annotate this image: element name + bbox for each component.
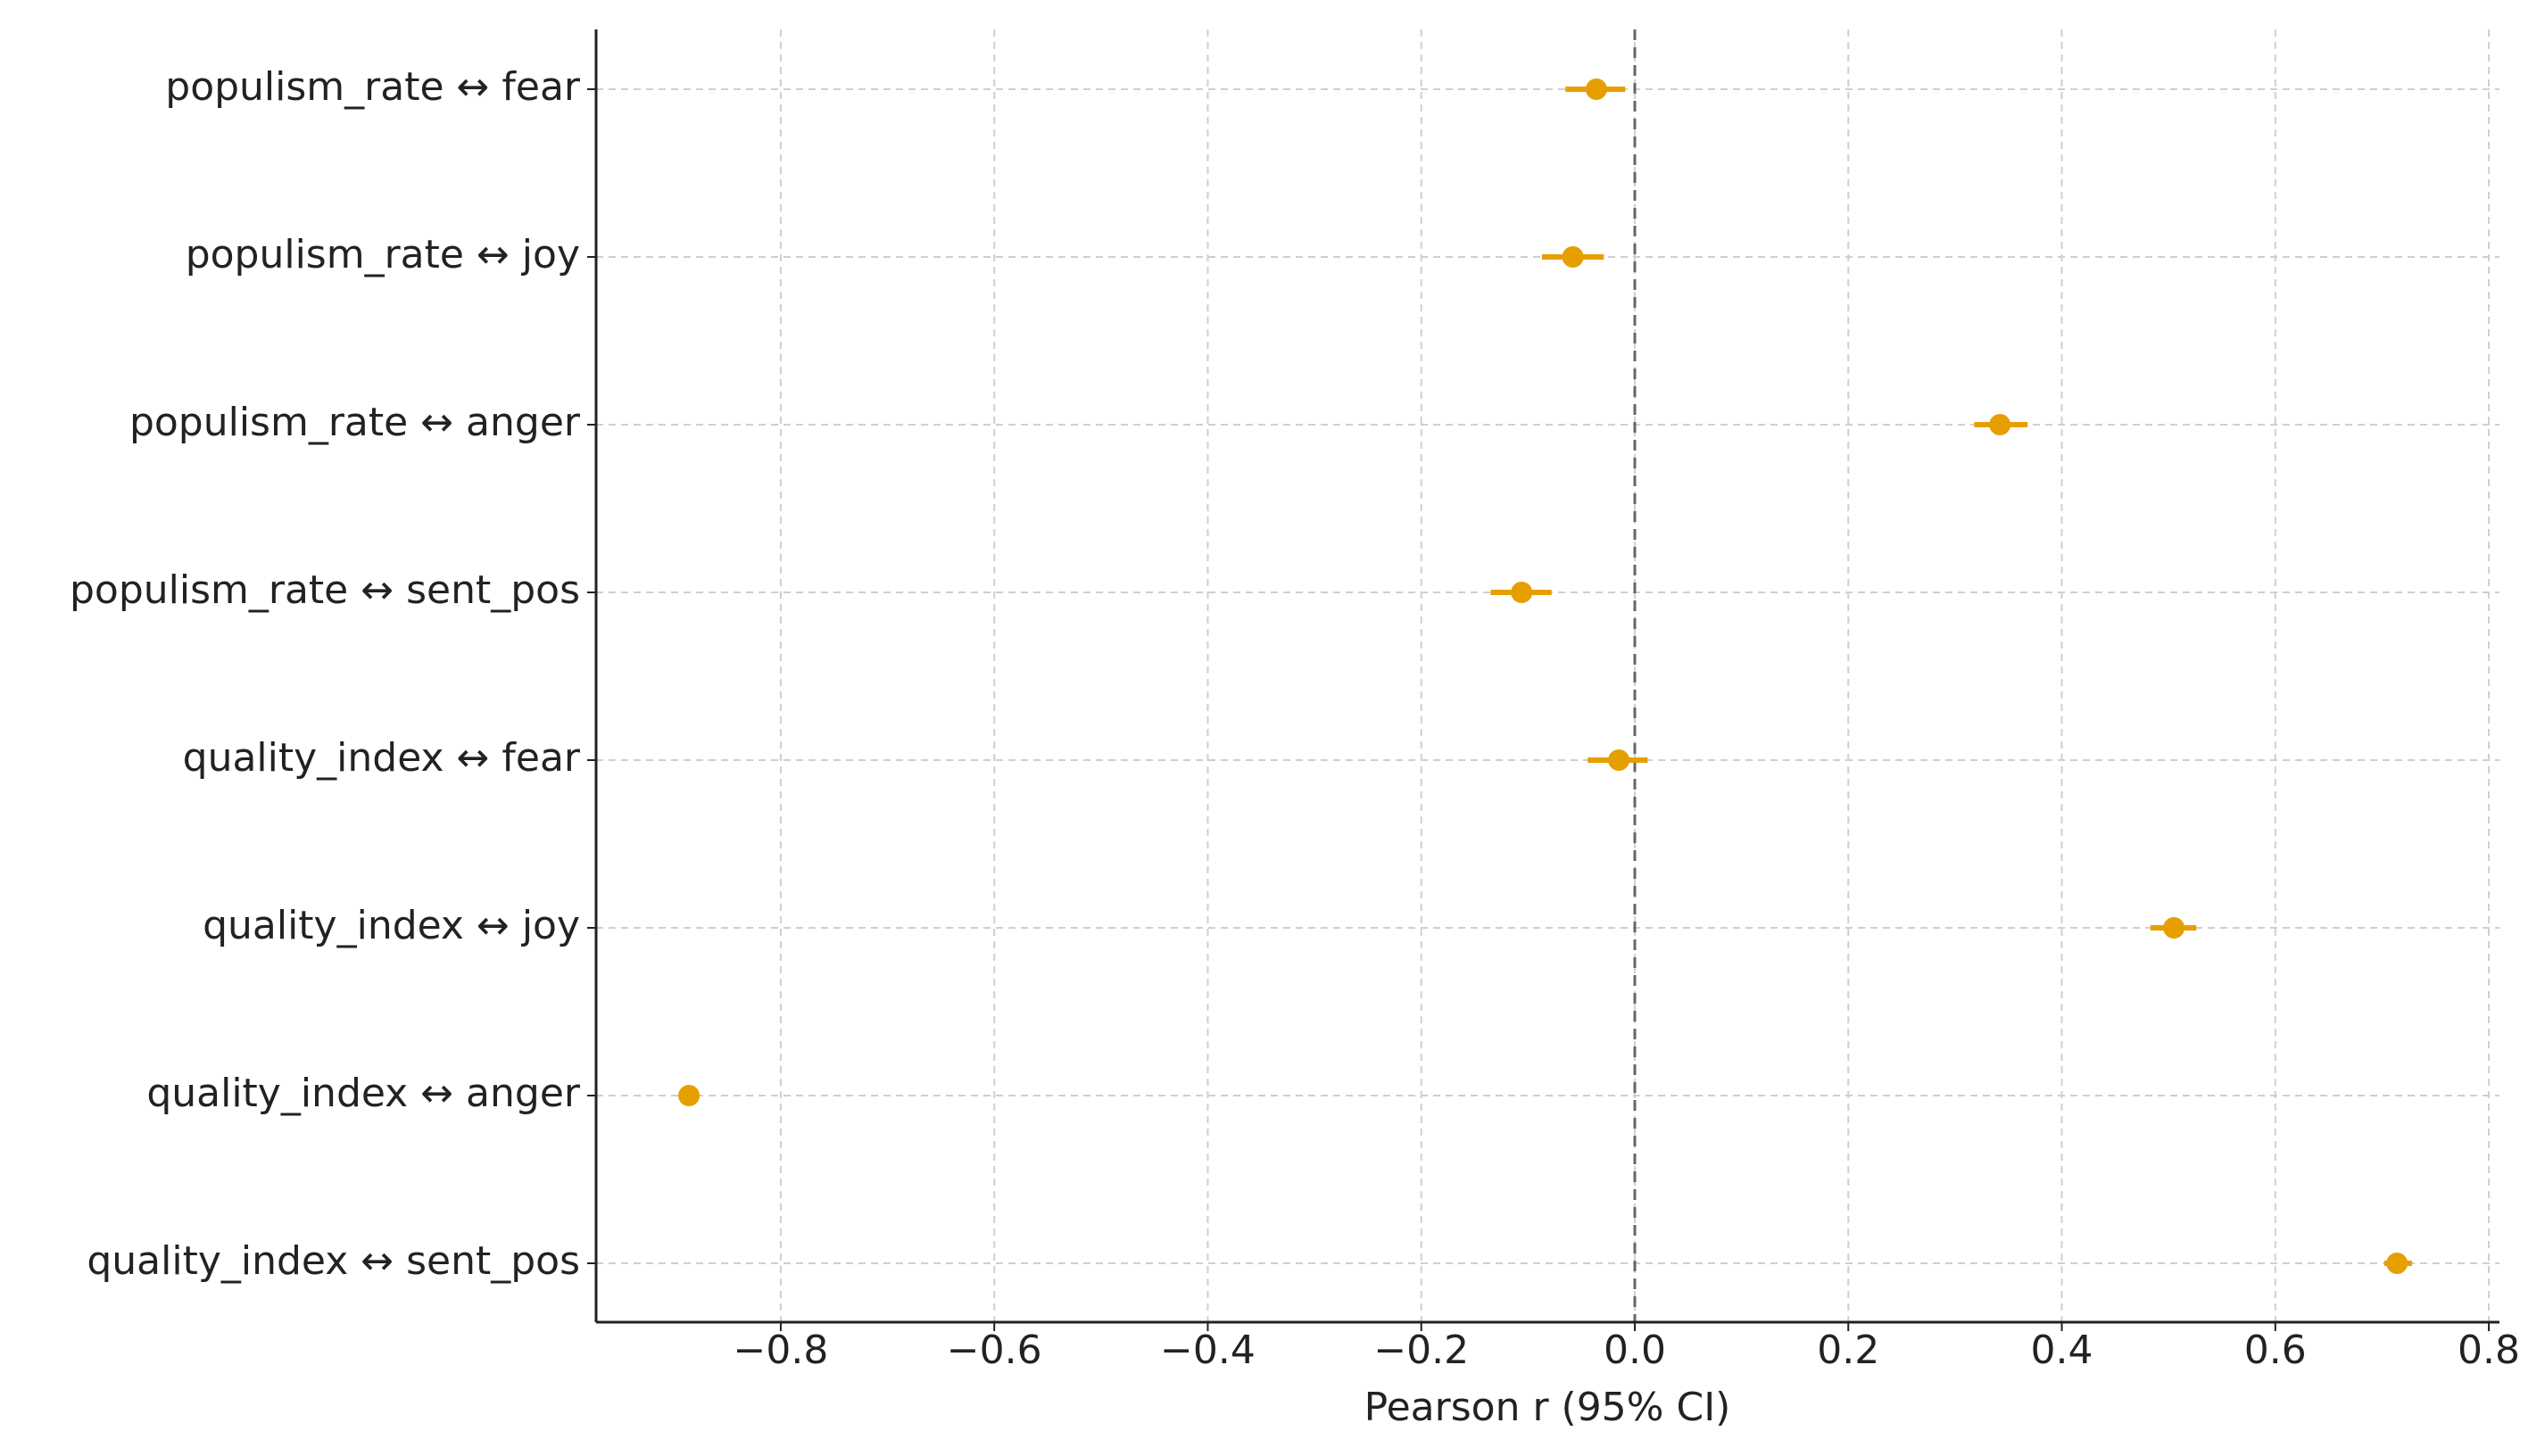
- x-tick-label: 0.6: [2244, 1328, 2307, 1373]
- x-tick-label: −0.6: [947, 1328, 1042, 1373]
- y-tick-label: populism_rate ↔ fear: [165, 64, 581, 110]
- x-tick-label: −0.2: [1373, 1328, 1469, 1373]
- y-tick-label: populism_rate ↔ joy: [186, 232, 580, 277]
- y-tick-label: populism_rate ↔ sent_pos: [70, 567, 580, 613]
- x-tick-label: 0.4: [2031, 1328, 2093, 1373]
- y-tick-label: quality_index ↔ joy: [203, 903, 580, 948]
- x-tick-label: 0.0: [1604, 1328, 1666, 1373]
- point: [2163, 917, 2185, 939]
- point: [1511, 582, 1533, 603]
- x-tick-label: 0.2: [1817, 1328, 1879, 1373]
- y-tick-label: quality_index ↔ fear: [183, 735, 581, 781]
- y-tick-label: quality_index ↔ sent_pos: [87, 1238, 580, 1284]
- point: [1585, 79, 1607, 100]
- y-tick-label: quality_index ↔ anger: [146, 1071, 581, 1116]
- point: [1608, 749, 1630, 771]
- point: [678, 1085, 700, 1106]
- x-tick-label: −0.8: [734, 1328, 829, 1373]
- point: [1989, 414, 2011, 435]
- point: [1562, 246, 1584, 268]
- point: [2386, 1253, 2408, 1274]
- x-tick-label: 0.8: [2458, 1328, 2520, 1373]
- y-tick-label: populism_rate ↔ anger: [129, 400, 581, 445]
- x-tick-label: −0.4: [1160, 1328, 1256, 1373]
- x-axis-label: Pearson r (95% CI): [1364, 1385, 1731, 1430]
